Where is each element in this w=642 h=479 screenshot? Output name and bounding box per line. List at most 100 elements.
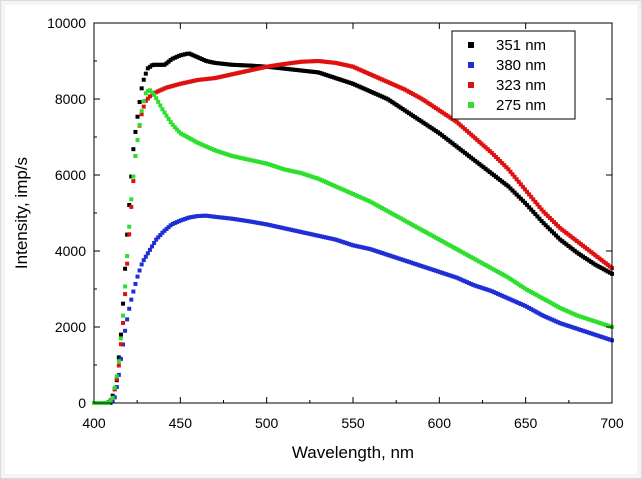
data-point: [506, 167, 511, 172]
data-point: [520, 285, 525, 290]
data-point: [460, 149, 465, 154]
data-point: [241, 69, 246, 74]
data-point: [276, 224, 281, 229]
data-point: [218, 74, 223, 79]
data-point: [116, 355, 121, 360]
data-point: [481, 165, 486, 170]
data-point: [150, 92, 155, 97]
legend-label: 380 nm: [496, 57, 546, 74]
data-point: [253, 159, 258, 164]
data-point: [375, 92, 380, 97]
data-point: [295, 170, 300, 175]
data-point: [491, 152, 496, 157]
data-point: [564, 323, 569, 328]
data-point: [533, 199, 538, 204]
data-point: [156, 62, 161, 67]
data-point: [187, 136, 192, 141]
data-point: [597, 256, 602, 261]
data-point: [342, 79, 347, 84]
data-point: [396, 104, 401, 109]
data-point: [185, 80, 190, 85]
data-point: [234, 71, 239, 76]
data-point: [212, 214, 217, 219]
data-point: [574, 313, 579, 318]
data-point: [369, 247, 374, 252]
data-point: [361, 86, 366, 91]
data-point: [170, 83, 175, 88]
data-point: [375, 203, 380, 208]
data-point: [127, 306, 132, 311]
legend-label: 275 nm: [496, 97, 546, 114]
data-point: [394, 102, 399, 107]
data-point: [605, 269, 610, 274]
data-point: [114, 377, 119, 382]
data-point: [518, 196, 523, 201]
data-point: [230, 62, 235, 67]
data-point: [512, 174, 517, 179]
data-point: [118, 342, 123, 347]
data-point: [179, 81, 184, 86]
data-point: [361, 196, 366, 201]
data-point: [286, 61, 291, 66]
data-point: [535, 293, 540, 298]
data-point: [605, 262, 610, 267]
data-point: [160, 107, 165, 112]
data-point: [603, 261, 608, 266]
data-point: [560, 306, 565, 311]
data-point: [506, 275, 511, 280]
data-point: [311, 232, 316, 237]
data-point: [363, 246, 368, 251]
data-point: [255, 66, 260, 71]
data-point: [197, 213, 202, 218]
data-point: [253, 67, 258, 72]
data-point: [514, 192, 519, 197]
data-point: [522, 286, 527, 291]
data-point: [344, 189, 349, 194]
data-point: [247, 157, 252, 162]
data-point: [305, 69, 310, 74]
data-point: [591, 261, 596, 266]
data-point: [591, 318, 596, 323]
data-point: [510, 298, 515, 303]
data-point: [380, 94, 385, 99]
data-point: [334, 61, 339, 66]
data-point: [506, 296, 511, 301]
data-point: [427, 124, 432, 129]
data-point: [274, 164, 279, 169]
data-point: [201, 77, 206, 82]
data-point: [522, 187, 527, 192]
data-point: [282, 66, 287, 71]
data-point: [220, 61, 225, 66]
y-tick-label: 8000: [55, 91, 86, 107]
data-point: [380, 77, 385, 82]
data-point: [342, 62, 347, 67]
data-point: [477, 285, 482, 290]
data-point: [268, 64, 273, 69]
data-point: [243, 69, 248, 74]
data-point: [288, 227, 293, 232]
data-point: [243, 218, 248, 223]
data-point: [413, 93, 418, 98]
data-point: [452, 245, 457, 250]
data-point: [473, 257, 478, 262]
data-point: [444, 272, 449, 277]
data-point: [516, 301, 521, 306]
chart-panel: 400 450 500 550 600 650 700 0 2000 4000 6000 8000 10…: [5, 5, 637, 474]
data-point: [353, 192, 358, 197]
data-point: [448, 115, 453, 120]
data-point: [274, 65, 279, 70]
data-point: [193, 139, 198, 144]
data-point: [572, 312, 577, 317]
data-point: [131, 289, 136, 294]
data-point: [533, 212, 538, 217]
data-point: [181, 52, 186, 57]
data-point: [328, 60, 333, 65]
data-point: [380, 250, 385, 255]
data-point: [491, 173, 496, 178]
data-point: [419, 263, 424, 268]
data-point: [483, 145, 488, 150]
data-point: [520, 184, 525, 189]
data-point: [257, 160, 262, 165]
data-point: [510, 172, 515, 177]
data-point: [150, 90, 155, 95]
